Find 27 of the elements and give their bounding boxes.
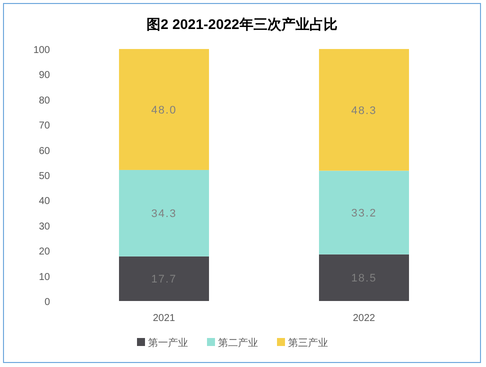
legend-label: 第一产业 [148, 337, 188, 349]
y-tick-label: 60 [38, 146, 50, 157]
bar [119, 170, 209, 256]
legend-label: 第二产业 [218, 337, 258, 349]
legend-label: 第三产业 [288, 337, 328, 349]
y-tick-label: 50 [38, 171, 50, 182]
bar [119, 49, 209, 170]
bar [319, 49, 409, 171]
bar [119, 256, 209, 301]
x-tick-label: 2021 [152, 313, 176, 324]
y-tick-label: 70 [38, 120, 50, 132]
x-tick-label: 2022 [352, 313, 376, 324]
y-tick-label: 10 [38, 272, 50, 283]
bar [319, 170, 409, 254]
data-label: 33.2 [351, 208, 377, 220]
bar [319, 254, 409, 301]
y-tick-label: 40 [38, 196, 50, 208]
y-tick-label: 80 [38, 95, 50, 106]
y-tick-label: 0 [44, 297, 50, 308]
y-tick-label: 20 [38, 246, 50, 258]
chart-title: 图2 2021-2022年三次产业占比 [146, 16, 338, 32]
y-tick-label: 90 [38, 70, 50, 82]
data-label: 48.3 [351, 104, 377, 117]
data-label: 48.0 [151, 104, 177, 116]
y-tick-label: 100 [33, 45, 50, 56]
data-label: 34.3 [151, 208, 177, 220]
y-tick-label: 30 [38, 221, 50, 232]
